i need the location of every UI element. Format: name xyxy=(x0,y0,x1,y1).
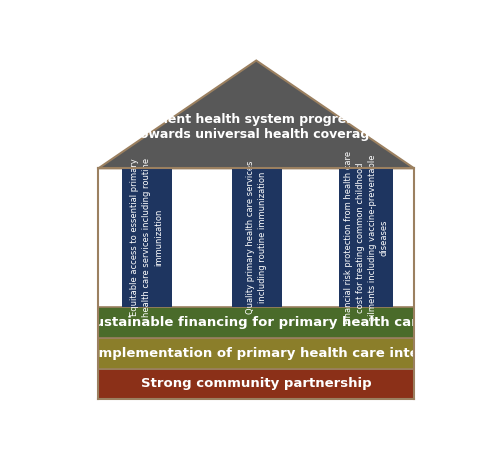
Bar xyxy=(98,338,414,369)
Text: Strong community partnership: Strong community partnership xyxy=(141,377,372,390)
Bar xyxy=(98,369,414,400)
Text: Sustainable financing for primary health care: Sustainable financing for primary health… xyxy=(86,316,427,329)
Text: Equitable access to essential primary
health care services including routine
imm: Equitable access to essential primary he… xyxy=(130,158,163,317)
Bar xyxy=(340,169,394,307)
Bar xyxy=(122,169,172,307)
Text: Effective implementation of primary health care interventions: Effective implementation of primary heal… xyxy=(23,347,489,360)
Text: Quality primary health care services
including routine immunization: Quality primary health care services inc… xyxy=(246,161,267,314)
Bar xyxy=(232,169,281,307)
Text: Financial risk protection from health care
cost for treating common childhood
ai: Financial risk protection from health ca… xyxy=(344,151,389,324)
Text: Resilient health system progressing
towards universal health coverage: Resilient health system progressing towa… xyxy=(130,113,382,141)
Bar xyxy=(98,307,414,338)
Polygon shape xyxy=(98,61,414,169)
